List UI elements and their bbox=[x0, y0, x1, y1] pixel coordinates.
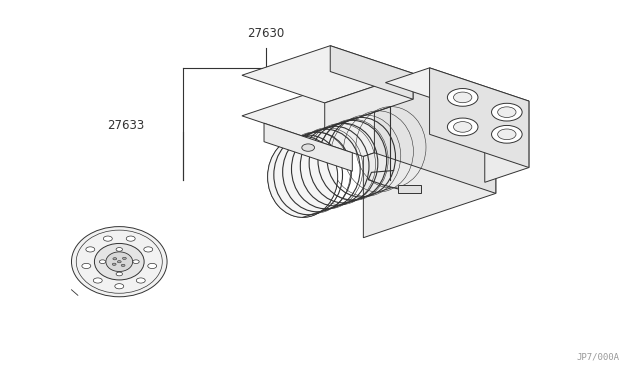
Circle shape bbox=[99, 260, 106, 263]
Circle shape bbox=[117, 260, 121, 263]
Circle shape bbox=[498, 107, 516, 118]
Circle shape bbox=[492, 103, 522, 121]
Circle shape bbox=[302, 144, 314, 151]
Circle shape bbox=[86, 247, 95, 252]
Polygon shape bbox=[242, 46, 413, 103]
Ellipse shape bbox=[95, 243, 144, 280]
Circle shape bbox=[121, 264, 125, 266]
Polygon shape bbox=[484, 101, 529, 182]
Circle shape bbox=[447, 118, 478, 136]
Circle shape bbox=[115, 284, 124, 289]
Polygon shape bbox=[264, 123, 352, 171]
Polygon shape bbox=[242, 71, 496, 157]
Polygon shape bbox=[330, 46, 413, 99]
Circle shape bbox=[82, 263, 91, 269]
Polygon shape bbox=[374, 71, 496, 193]
Text: 27630: 27630 bbox=[247, 27, 284, 40]
Circle shape bbox=[93, 278, 102, 283]
Circle shape bbox=[133, 260, 139, 263]
Circle shape bbox=[492, 125, 522, 143]
Circle shape bbox=[113, 258, 116, 260]
Circle shape bbox=[126, 236, 135, 241]
Ellipse shape bbox=[106, 252, 132, 272]
Circle shape bbox=[148, 263, 157, 269]
Circle shape bbox=[112, 263, 116, 265]
Text: JP7/000A: JP7/000A bbox=[577, 352, 620, 361]
Circle shape bbox=[447, 89, 478, 106]
Ellipse shape bbox=[72, 227, 167, 297]
Polygon shape bbox=[324, 73, 413, 129]
Polygon shape bbox=[364, 112, 496, 238]
Circle shape bbox=[144, 247, 153, 252]
Ellipse shape bbox=[268, 136, 338, 217]
Polygon shape bbox=[385, 68, 529, 116]
Circle shape bbox=[498, 129, 516, 140]
Circle shape bbox=[122, 257, 126, 260]
Circle shape bbox=[104, 236, 112, 241]
Polygon shape bbox=[429, 68, 529, 167]
Circle shape bbox=[136, 278, 145, 283]
Bar bbox=[398, 185, 421, 193]
Circle shape bbox=[116, 248, 122, 251]
Circle shape bbox=[454, 122, 472, 132]
Text: 27633: 27633 bbox=[107, 119, 144, 132]
Circle shape bbox=[454, 92, 472, 103]
Circle shape bbox=[116, 272, 122, 276]
